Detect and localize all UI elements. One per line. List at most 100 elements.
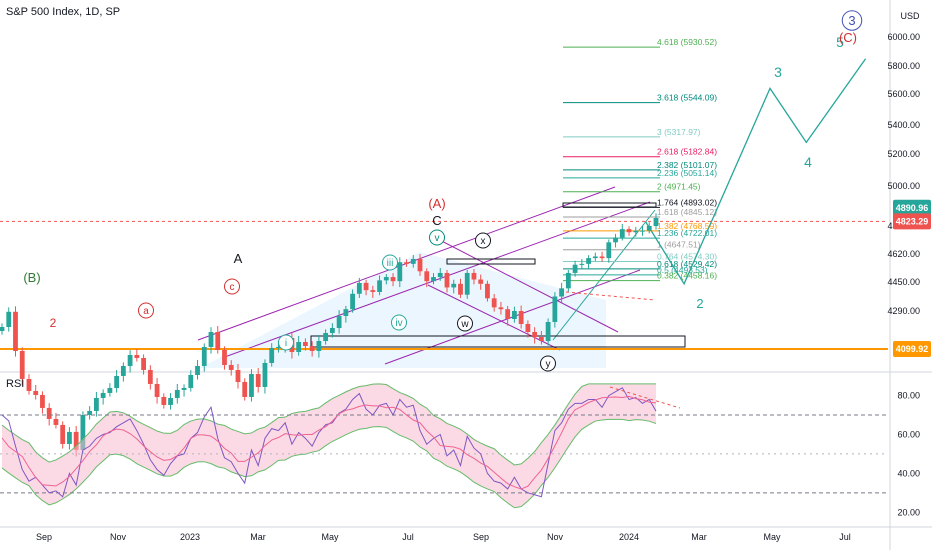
wave-label: C <box>432 213 441 228</box>
candle <box>53 418 59 425</box>
time-tick-label: May <box>321 532 339 542</box>
candle <box>491 298 497 308</box>
candle <box>485 283 490 299</box>
price-label-bg <box>893 341 931 357</box>
candle <box>161 396 167 405</box>
price-tick-label: 5000.00 <box>887 181 920 191</box>
rsi-band-upper <box>1 383 656 466</box>
wave-label: 5 <box>836 34 844 50</box>
candle <box>606 242 612 259</box>
candle <box>141 357 146 370</box>
price-tick-label: 4620.00 <box>887 249 920 259</box>
candle <box>572 264 578 273</box>
fib-label: 0.618 (4529.42) <box>657 259 717 269</box>
range-box-lower <box>310 335 686 348</box>
candle <box>653 218 659 226</box>
price-tick-label: 5600.00 <box>887 89 920 99</box>
wave-label: 3 <box>848 13 855 28</box>
wave-label: i <box>285 338 287 349</box>
rsi-tick-label: 20.00 <box>897 507 920 517</box>
wave-label-circle <box>457 315 473 332</box>
red-dashed-trend <box>565 291 656 301</box>
wave-label: w <box>460 319 469 330</box>
wave-label: c <box>230 282 235 293</box>
rsi-tick-label: 80.00 <box>897 391 920 401</box>
projected-wave-path <box>644 58 867 286</box>
candle <box>498 307 504 310</box>
shaded-zone <box>200 252 606 368</box>
candle <box>518 311 524 324</box>
candle <box>134 354 140 358</box>
candle <box>0 326 5 331</box>
candle <box>633 230 639 233</box>
candle <box>107 387 113 393</box>
fib-label: 3.618 (5544.09) <box>657 93 717 103</box>
wave-label-circle <box>278 334 294 351</box>
rsi-tick-label: 40.00 <box>897 468 920 478</box>
rsi-ma-line <box>1 395 657 490</box>
candle <box>559 288 565 297</box>
rsi-divergence-line <box>609 386 681 409</box>
candle <box>67 431 72 444</box>
candle <box>538 336 544 341</box>
wave-label-circle <box>224 278 240 295</box>
candle <box>565 272 571 289</box>
candle <box>255 373 261 387</box>
wave-label: iv <box>395 318 402 329</box>
price-tick-label: 5200.00 <box>887 149 920 159</box>
candle <box>100 392 106 398</box>
candle <box>46 407 52 419</box>
wave-label-projected-2: 2 <box>696 296 703 311</box>
candle <box>613 237 618 243</box>
price-tick-label: 6000.00 <box>887 32 920 42</box>
time-tick-label: Nov <box>547 532 564 542</box>
candle <box>87 410 93 415</box>
fib-label: 1.382 (4768.59) <box>657 221 717 231</box>
price-tick-label: 4450.00 <box>887 277 920 287</box>
price-tick-label: 4290.00 <box>887 306 920 316</box>
candle <box>431 277 436 282</box>
candle <box>383 277 389 281</box>
price-label: 4099.92 <box>896 344 929 354</box>
candle <box>532 331 538 337</box>
candle <box>201 346 207 366</box>
time-tick-label: Mar <box>250 532 266 542</box>
candle <box>127 354 133 366</box>
candle <box>626 229 632 233</box>
wave-label: x <box>481 236 486 247</box>
candle <box>437 272 443 278</box>
currency-label: USD <box>900 11 920 21</box>
candle <box>370 290 376 292</box>
price-tick-label: 5800.00 <box>887 61 920 71</box>
candle <box>417 258 423 272</box>
candle <box>181 387 187 390</box>
price-label: 4823.29 <box>896 216 929 226</box>
candle <box>19 350 25 379</box>
price-label-bg <box>893 213 931 230</box>
fib-label: 2.236 (5051.14) <box>657 168 717 178</box>
candle <box>147 369 153 384</box>
fib-label: 2.618 (5182.84) <box>657 147 717 157</box>
candle <box>6 311 12 327</box>
candle <box>154 383 160 397</box>
candle <box>195 365 200 375</box>
time-tick-label: Mar <box>691 532 707 542</box>
candle <box>451 283 457 288</box>
price-label-bg <box>893 199 931 216</box>
channel-mid-line <box>221 201 651 359</box>
candle <box>471 272 477 280</box>
candle <box>316 340 322 351</box>
candle <box>60 424 66 444</box>
candle <box>586 258 591 264</box>
candle <box>397 262 403 282</box>
price-label: 4890.96 <box>896 203 929 213</box>
fib-label: 2.382 (5101.07) <box>657 160 717 170</box>
candle <box>168 397 173 405</box>
candle <box>592 256 598 259</box>
wave-label: (A) <box>428 196 445 211</box>
time-tick-label: Jul <box>402 532 414 542</box>
candle <box>323 332 329 341</box>
rsi-tick-label: 60.00 <box>897 429 920 439</box>
descending-channel-top <box>429 234 619 333</box>
